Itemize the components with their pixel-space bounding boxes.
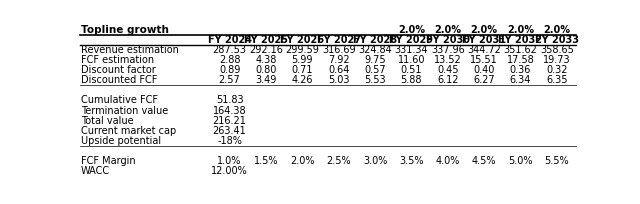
Text: Total value: Total value [81, 116, 134, 126]
Text: FY 2024: FY 2024 [207, 35, 252, 45]
Text: 4.5%: 4.5% [472, 156, 497, 166]
Text: -18%: -18% [217, 136, 242, 146]
Text: FY 2033: FY 2033 [535, 35, 579, 45]
Text: 19.73: 19.73 [543, 55, 571, 65]
Text: 287.53: 287.53 [212, 45, 246, 55]
Text: 5.5%: 5.5% [545, 156, 569, 166]
Text: 3.0%: 3.0% [363, 156, 387, 166]
Text: 0.45: 0.45 [437, 65, 458, 75]
Text: 6.34: 6.34 [510, 75, 531, 85]
Text: 3.49: 3.49 [255, 75, 276, 85]
Text: 2.0%: 2.0% [398, 24, 425, 34]
Text: Revenue estimation: Revenue estimation [81, 45, 179, 55]
Text: FY 2031: FY 2031 [462, 35, 506, 45]
Text: 5.0%: 5.0% [508, 156, 532, 166]
Text: 316.69: 316.69 [322, 45, 355, 55]
Text: 292.16: 292.16 [249, 45, 283, 55]
Text: Cumulative FCF: Cumulative FCF [81, 95, 158, 105]
Text: Termination value: Termination value [81, 106, 168, 116]
Text: 2.0%: 2.0% [507, 24, 534, 34]
Text: 6.35: 6.35 [546, 75, 568, 85]
Text: 299.59: 299.59 [285, 45, 319, 55]
Text: Discounted FCF: Discounted FCF [81, 75, 157, 85]
Text: 0.80: 0.80 [255, 65, 276, 75]
Text: 5.88: 5.88 [401, 75, 422, 85]
Text: 1.0%: 1.0% [218, 156, 242, 166]
Text: 0.57: 0.57 [364, 65, 386, 75]
Text: 351.62: 351.62 [504, 45, 538, 55]
Text: 51.83: 51.83 [216, 95, 243, 105]
Text: 17.58: 17.58 [507, 55, 534, 65]
Text: 2.0%: 2.0% [543, 24, 570, 34]
Text: 11.60: 11.60 [397, 55, 425, 65]
Text: Current market cap: Current market cap [81, 126, 176, 136]
Text: 164.38: 164.38 [213, 106, 246, 116]
Text: 0.40: 0.40 [474, 65, 495, 75]
Text: FY 2028: FY 2028 [353, 35, 397, 45]
Text: 2.88: 2.88 [219, 55, 241, 65]
Text: 3.5%: 3.5% [399, 156, 424, 166]
Text: Topline growth: Topline growth [81, 24, 169, 34]
Text: 0.64: 0.64 [328, 65, 349, 75]
Text: 1.5%: 1.5% [253, 156, 278, 166]
Text: 216.21: 216.21 [212, 116, 246, 126]
Text: 9.75: 9.75 [364, 55, 386, 65]
Text: FY 2032: FY 2032 [499, 35, 543, 45]
Text: Discount factor: Discount factor [81, 65, 156, 75]
Text: 337.96: 337.96 [431, 45, 465, 55]
Text: 331.34: 331.34 [395, 45, 428, 55]
Text: 6.12: 6.12 [437, 75, 458, 85]
Text: 5.03: 5.03 [328, 75, 349, 85]
Text: 12.00%: 12.00% [211, 166, 248, 176]
Text: 4.38: 4.38 [255, 55, 276, 65]
Text: 263.41: 263.41 [212, 126, 246, 136]
Text: 324.84: 324.84 [358, 45, 392, 55]
Text: 2.5%: 2.5% [326, 156, 351, 166]
Text: 0.51: 0.51 [401, 65, 422, 75]
Text: 15.51: 15.51 [470, 55, 498, 65]
Text: 7.92: 7.92 [328, 55, 349, 65]
Text: WACC: WACC [81, 166, 110, 176]
Text: 5.53: 5.53 [364, 75, 386, 85]
Text: 4.0%: 4.0% [436, 156, 460, 166]
Text: 2.0%: 2.0% [290, 156, 315, 166]
Text: FY 2029: FY 2029 [389, 35, 433, 45]
Text: FCF Margin: FCF Margin [81, 156, 136, 166]
Text: 0.36: 0.36 [510, 65, 531, 75]
Text: FCF estimation: FCF estimation [81, 55, 154, 65]
Text: 4.26: 4.26 [292, 75, 313, 85]
Text: 5.99: 5.99 [292, 55, 313, 65]
Text: 0.89: 0.89 [219, 65, 240, 75]
Text: 344.72: 344.72 [467, 45, 501, 55]
Text: 6.27: 6.27 [474, 75, 495, 85]
Text: FY 2025: FY 2025 [244, 35, 288, 45]
Text: 0.71: 0.71 [292, 65, 313, 75]
Text: Upside potential: Upside potential [81, 136, 161, 146]
Text: 13.52: 13.52 [434, 55, 461, 65]
Text: FY 2030: FY 2030 [426, 35, 470, 45]
Text: 2.0%: 2.0% [470, 24, 498, 34]
Text: 358.65: 358.65 [540, 45, 574, 55]
Text: FY 2026: FY 2026 [280, 35, 324, 45]
Text: FY 2027: FY 2027 [317, 35, 361, 45]
Text: 2.0%: 2.0% [435, 24, 461, 34]
Text: 2.57: 2.57 [219, 75, 241, 85]
Text: 0.32: 0.32 [546, 65, 568, 75]
